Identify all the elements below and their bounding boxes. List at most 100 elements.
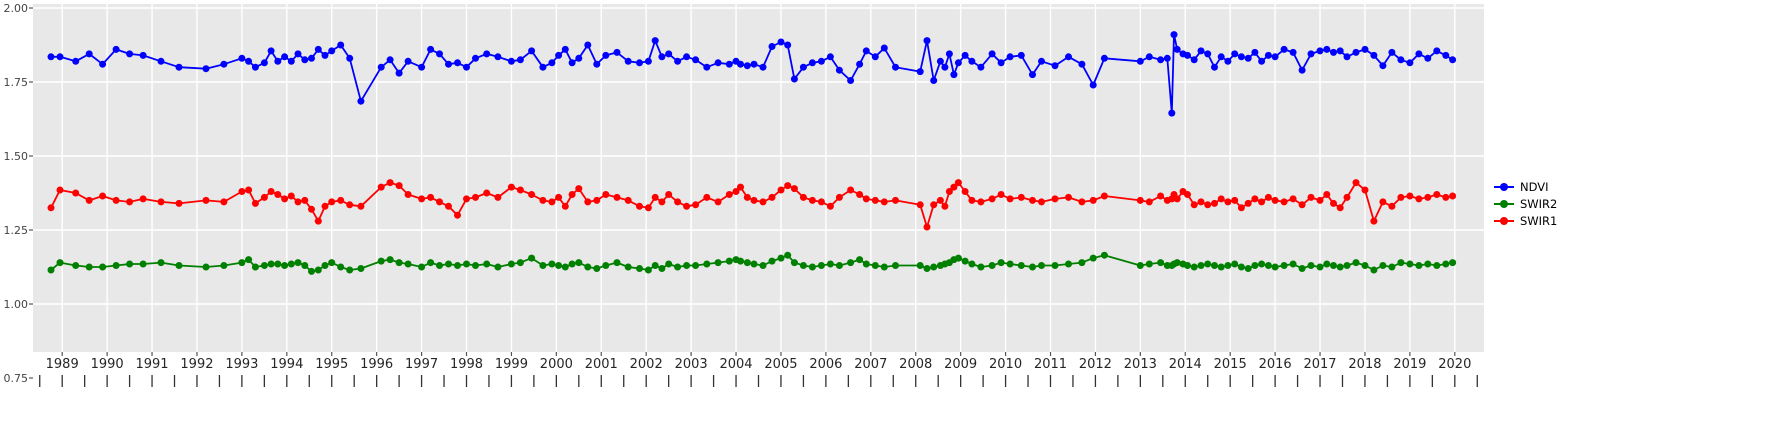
- data-point-swir1: [961, 188, 969, 195]
- data-point-swir1: [555, 193, 563, 201]
- data-point-swir2: [613, 259, 621, 267]
- data-point-swir2: [1280, 262, 1288, 269]
- data-point-swir1: [1264, 193, 1272, 201]
- data-point-swir1: [175, 199, 183, 207]
- data-point-swir2: [245, 256, 253, 264]
- data-point-swir2: [1224, 262, 1232, 269]
- data-point-ndvi: [357, 97, 365, 105]
- data-point-swir1: [759, 198, 767, 206]
- x-tick-label: 2000: [539, 357, 573, 372]
- data-point-swir2: [555, 262, 563, 269]
- x-tick-label: 1996: [360, 357, 394, 372]
- data-point-swir2: [357, 265, 365, 272]
- data-point-swir2: [977, 263, 985, 271]
- x-tick-label: 2003: [674, 357, 708, 372]
- data-point-swir1: [454, 211, 461, 219]
- data-point-swir1: [923, 223, 931, 231]
- legend-label-swir2: SWIR2: [1520, 197, 1558, 211]
- data-point-ndvi: [463, 63, 470, 71]
- data-point-ndvi: [539, 63, 547, 71]
- x-tick-label: 2012: [1078, 357, 1112, 372]
- x-tick-label: 2011: [1033, 357, 1068, 372]
- x-tick-label: 2002: [629, 357, 663, 372]
- data-point-ndvi: [1157, 56, 1165, 64]
- data-point-swir2: [568, 260, 576, 268]
- legend: NDVI SWIR2 SWIR1: [1494, 180, 1557, 228]
- data-point-ndvi: [1388, 48, 1396, 56]
- data-point-swir2: [1017, 262, 1025, 269]
- x-tick-label: 2007: [854, 357, 888, 372]
- x-tick-label: 1995: [315, 357, 349, 372]
- data-point-swir1: [997, 191, 1005, 198]
- data-point-ndvi: [1197, 47, 1205, 55]
- data-point-swir2: [548, 260, 556, 268]
- data-point-swir1: [835, 193, 843, 201]
- data-point-swir1: [871, 196, 879, 204]
- data-point-ndvi: [157, 57, 165, 65]
- data-point-swir2: [916, 262, 924, 269]
- x-tick-label: 1992: [180, 357, 214, 372]
- data-point-swir2: [799, 262, 807, 269]
- data-point-ndvi: [1217, 53, 1225, 61]
- data-point-swir2: [826, 260, 834, 268]
- data-point-swir2: [72, 262, 80, 269]
- data-point-swir2: [1244, 265, 1252, 272]
- data-point-ndvi: [1173, 45, 1181, 53]
- data-point-swir1: [968, 196, 976, 204]
- data-point-ndvi: [790, 75, 798, 83]
- data-point-swir2: [274, 260, 282, 268]
- data-point-swir1: [47, 204, 55, 212]
- data-point-swir2: [1029, 263, 1036, 271]
- data-point-ndvi: [916, 68, 924, 76]
- data-point-swir2: [683, 262, 691, 269]
- data-point-swir2: [768, 257, 776, 265]
- data-point-ndvi: [1280, 45, 1288, 53]
- data-point-swir1: [56, 186, 64, 194]
- y-tick-label: 1.25: [3, 223, 29, 237]
- data-point-swir1: [847, 186, 855, 194]
- data-point-ndvi: [651, 37, 659, 45]
- data-point-swir1: [658, 198, 666, 206]
- data-point-swir1: [1352, 179, 1360, 187]
- legend-item-swir2: SWIR2: [1494, 197, 1557, 211]
- data-point-swir1: [1051, 195, 1059, 203]
- data-point-swir2: [507, 260, 515, 268]
- data-point-swir1: [1204, 201, 1212, 209]
- data-point-ndvi: [613, 48, 621, 56]
- data-point-ndvi: [784, 41, 792, 49]
- data-point-swir2: [1184, 262, 1191, 269]
- y-tick-label: 1.75: [3, 75, 29, 89]
- data-point-ndvi: [1168, 109, 1176, 117]
- data-point-swir1: [1433, 191, 1441, 198]
- legend-item-swir1: SWIR1: [1494, 214, 1557, 228]
- data-point-swir1: [139, 195, 147, 203]
- data-point-swir2: [636, 265, 643, 272]
- data-point-swir1: [1145, 198, 1153, 206]
- data-point-swir1: [1211, 199, 1218, 207]
- data-point-swir1: [1379, 198, 1387, 206]
- data-point-swir1: [941, 202, 949, 210]
- data-point-ndvi: [1204, 50, 1212, 58]
- data-point-ndvi: [1323, 45, 1331, 53]
- data-point-swir1: [251, 199, 259, 207]
- data-point-swir2: [112, 262, 120, 269]
- data-point-swir1: [930, 201, 938, 209]
- data-point-ndvi: [395, 69, 403, 77]
- data-point-ndvi: [826, 53, 834, 61]
- data-point-swir1: [777, 186, 785, 194]
- data-point-swir2: [1336, 263, 1344, 271]
- data-point-swir1: [856, 191, 864, 198]
- data-point-swir1: [126, 198, 134, 206]
- data-point-swir1: [1424, 193, 1432, 201]
- data-point-ndvi: [1163, 54, 1171, 62]
- data-point-swir1: [568, 191, 576, 198]
- data-point-swir2: [593, 265, 601, 272]
- data-point-ndvi: [768, 43, 776, 50]
- data-point-swir1: [1100, 192, 1108, 200]
- data-point-swir2: [220, 262, 228, 269]
- data-point-swir1: [817, 198, 825, 206]
- data-point-swir2: [99, 263, 107, 271]
- data-point-ndvi: [1370, 51, 1378, 59]
- x-tick-label: 1993: [225, 357, 259, 372]
